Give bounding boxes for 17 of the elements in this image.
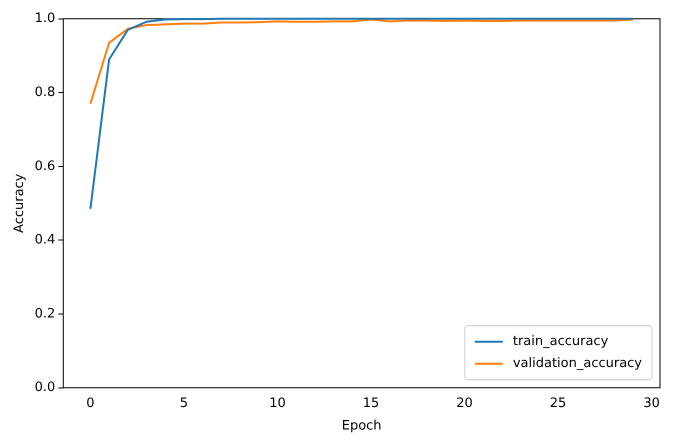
x-axis-title: Epoch [342, 418, 382, 434]
x-tick-label: 0 [86, 396, 95, 411]
y-tick-label: 0.6 [34, 158, 56, 174]
x-tick-label: 5 [180, 396, 188, 411]
legend-label: validation_accuracy [512, 356, 642, 372]
x-tick-label: 30 [643, 396, 660, 411]
x-tick-label: 10 [269, 396, 286, 411]
y-tick-label: 0.2 [34, 306, 56, 322]
y-tick-label: 0.8 [34, 84, 56, 100]
y-tick-label: 0.4 [34, 232, 56, 248]
legend-label: train_accuracy [512, 334, 609, 350]
y-axis-title: Accuracy [12, 173, 28, 233]
x-tick-label: 25 [550, 396, 566, 411]
y-tick-label: 1.0 [34, 11, 56, 26]
x-tick-label: 20 [456, 396, 473, 411]
x-tick-label: 15 [362, 396, 380, 411]
y-tick-label: 0.0 [34, 380, 56, 396]
